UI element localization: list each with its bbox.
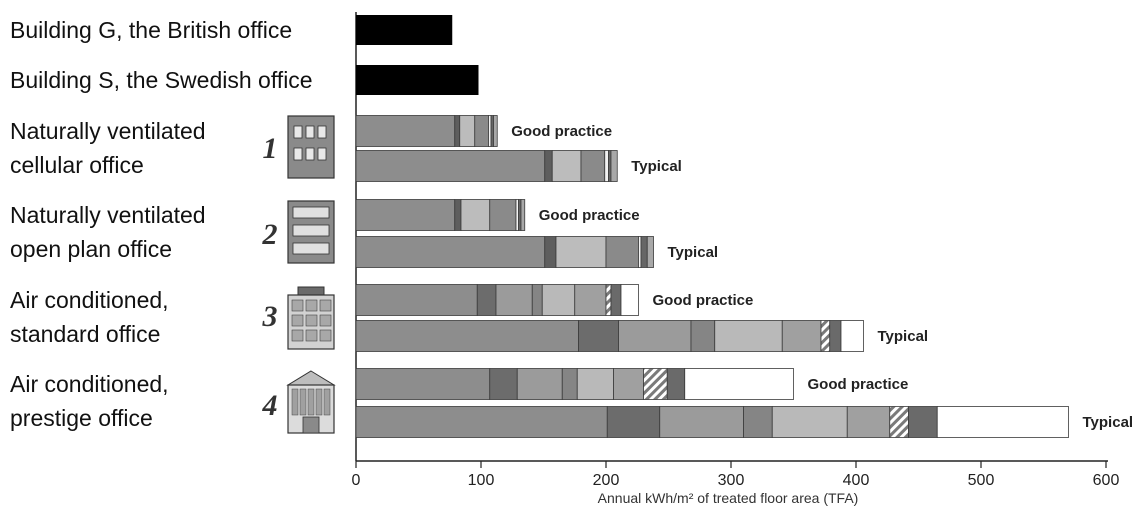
bar-segment — [555, 236, 607, 268]
x-tick-label: 100 — [468, 472, 495, 489]
x-tick-label: 500 — [968, 472, 995, 489]
bar-segment — [578, 320, 619, 352]
building-bar — [356, 15, 453, 45]
bar-segment — [355, 368, 491, 400]
category-label-line: Naturally ventilated — [10, 202, 206, 228]
building-bar — [356, 65, 479, 95]
category-label-line: standard office — [10, 321, 160, 347]
bar-segment — [640, 236, 648, 268]
bar-label: Good practice — [511, 123, 612, 140]
x-axis-label: Annual kWh/m² of treated floor area (TFA… — [598, 490, 859, 506]
bar-segment — [355, 406, 608, 438]
category-number: 3 — [262, 300, 278, 333]
building-label: Building G, the British office — [10, 17, 292, 43]
category-number: 2 — [262, 218, 278, 251]
bar-segment — [495, 284, 533, 316]
category-label-line: open plan office — [10, 236, 172, 262]
bar-segment — [561, 368, 578, 400]
bar-segment — [610, 150, 618, 182]
bar-segment — [541, 284, 576, 316]
prestige-office-building-icon — [286, 370, 336, 434]
bar-segment — [544, 150, 553, 182]
bar-segment — [474, 115, 489, 147]
bar-label: Good practice — [808, 376, 909, 393]
bar-segment — [355, 284, 478, 316]
bar-segment — [355, 199, 456, 231]
bar-segment — [605, 284, 612, 316]
bar-segment — [936, 406, 1069, 438]
bar-segment — [576, 368, 614, 400]
bar-segment — [489, 199, 517, 231]
bar-segment — [516, 368, 563, 400]
bar-segment — [684, 368, 794, 400]
bar-segment — [604, 150, 609, 182]
bar-segment — [646, 236, 654, 268]
category-label-line: Naturally ventilated — [10, 118, 206, 144]
bar-segment — [355, 236, 546, 268]
category-label-line: prestige office — [10, 405, 153, 431]
bar-segment — [846, 406, 891, 438]
x-tick-label: 600 — [1093, 472, 1120, 489]
bar-segment — [610, 284, 622, 316]
bar-segment — [489, 368, 518, 400]
bar-segment — [643, 368, 668, 400]
bar-segment — [520, 199, 526, 231]
category-labels: Building G, the British office Building S… — [10, 17, 336, 434]
bar-segment — [454, 199, 462, 231]
bar-segment — [476, 284, 497, 316]
bar-segment — [613, 368, 644, 400]
bar-segment — [355, 320, 579, 352]
bar-segment — [666, 368, 686, 400]
category-label-line: cellular office — [10, 152, 144, 178]
bar-segment — [659, 406, 744, 438]
x-tick-label: 0 — [352, 472, 361, 489]
bar-segment — [889, 406, 909, 438]
bar-label: Typical — [668, 244, 719, 261]
bar-segment — [544, 236, 557, 268]
bar-segment — [605, 236, 639, 268]
bar-segment — [460, 199, 491, 231]
bar-segment — [574, 284, 607, 316]
bar-segment — [454, 115, 461, 147]
bar-segment — [551, 150, 582, 182]
bar-segment — [580, 150, 606, 182]
bar-segment — [690, 320, 716, 352]
bar-label: Good practice — [539, 207, 640, 224]
bar-label: Good practice — [653, 292, 754, 309]
bar-segment — [620, 284, 639, 316]
bar-segment — [459, 115, 476, 147]
bar-segment — [493, 115, 498, 147]
bar-segment — [743, 406, 773, 438]
bars-layer: Good practice Typical Good practice Typical… — [355, 15, 1134, 438]
category-number: 4 — [262, 389, 278, 422]
cellular-office-building-icon — [287, 115, 335, 179]
bar-segment — [829, 320, 842, 352]
bar-segment — [355, 115, 456, 147]
x-axis: 0 100 200 300 400 500 600 — [352, 12, 1120, 489]
building-label: Building S, the Swedish office — [10, 67, 313, 93]
bar-segment — [908, 406, 938, 438]
bar-segment — [714, 320, 783, 352]
bar-segment — [771, 406, 848, 438]
bar-label: Typical — [631, 158, 682, 175]
bar-segment — [820, 320, 831, 352]
category-label-line: Air conditioned, — [10, 371, 169, 397]
bar-segment — [606, 406, 661, 438]
bar-segment — [531, 284, 543, 316]
standard-office-building-icon — [287, 286, 335, 350]
bar-label: Typical — [1083, 414, 1134, 431]
bar-segment — [355, 150, 546, 182]
bar-segment — [840, 320, 864, 352]
x-tick-label: 200 — [593, 472, 620, 489]
open-plan-office-building-icon — [287, 200, 335, 264]
bar-label: Typical — [878, 328, 929, 345]
bar-segment — [781, 320, 822, 352]
bar-segment — [618, 320, 692, 352]
x-tick-label: 300 — [718, 472, 745, 489]
category-label-line: Air conditioned, — [10, 287, 169, 313]
category-number: 1 — [263, 132, 278, 165]
x-tick-label: 400 — [843, 472, 870, 489]
